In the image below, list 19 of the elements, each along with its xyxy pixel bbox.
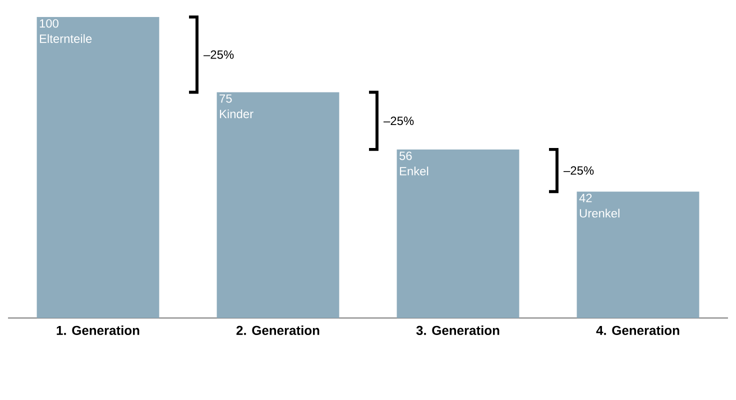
bar	[396, 149, 520, 318]
bar	[576, 192, 700, 318]
x-tick-label: 3. Generation	[416, 326, 500, 336]
bar	[36, 16, 160, 318]
x-tick-label: 4. Generation	[596, 326, 680, 336]
x-tick-label: 1. Generation	[56, 326, 140, 336]
annotation: –25%	[384, 116, 414, 126]
x-tick-label: 2. Generation	[236, 326, 320, 336]
annotation: Kinder	[220, 109, 254, 118]
bar	[216, 92, 340, 318]
annotation: –25%	[564, 166, 594, 175]
data-label: 42	[579, 194, 592, 202]
data-label: 56	[399, 152, 412, 160]
annotation: –25%	[204, 50, 234, 59]
data-label: 75	[220, 94, 232, 103]
annotation: Elternteile	[40, 34, 92, 43]
annotation: Enkel	[400, 166, 428, 176]
data-label: 100	[40, 19, 58, 28]
annotation: Urenkel	[580, 208, 620, 218]
